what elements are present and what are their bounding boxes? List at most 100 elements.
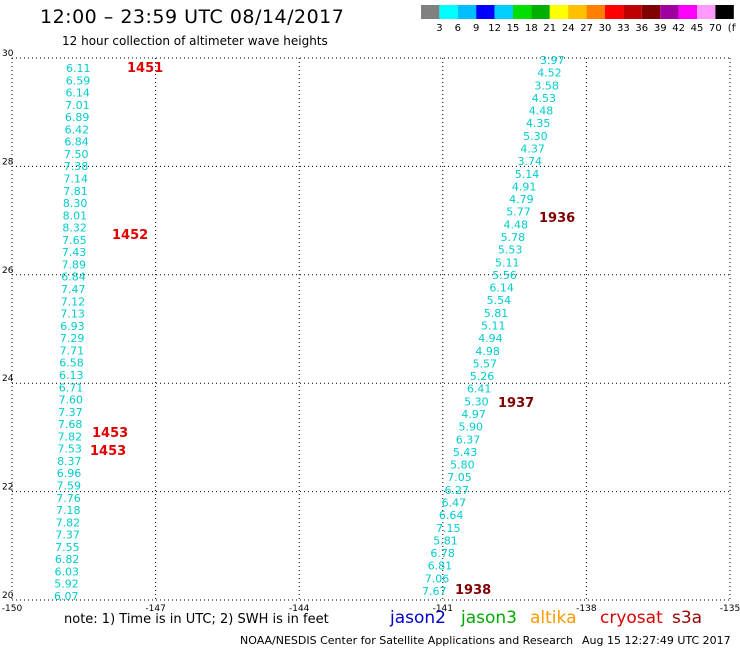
wave-height-value: 5.56 bbox=[492, 269, 517, 282]
wave-height-value: 8.01 bbox=[63, 209, 88, 222]
pass-time-label: 1453 bbox=[92, 426, 128, 441]
wave-height-value: 5.80 bbox=[450, 459, 475, 472]
wave-height-value: 5.11 bbox=[481, 320, 506, 333]
color-scale-label: 6 bbox=[455, 23, 461, 34]
wave-height-value: 6.13 bbox=[59, 369, 84, 382]
satellite-label-altika: altika bbox=[530, 608, 577, 628]
wave-height-value: 3.74 bbox=[518, 155, 543, 168]
wave-height-value: 5.90 bbox=[459, 421, 484, 434]
wave-height-value: 4.48 bbox=[529, 105, 554, 118]
wave-height-value: 6.96 bbox=[57, 467, 81, 480]
wave-height-value: 6.47 bbox=[442, 497, 467, 510]
pass-time-label: 1937 bbox=[498, 396, 534, 411]
color-swatch bbox=[549, 5, 569, 19]
longitude-tick-label: -144 bbox=[289, 604, 310, 614]
wave-height-value: 6.78 bbox=[430, 547, 455, 560]
color-scale-label: 45 bbox=[691, 23, 704, 34]
wave-height-value: 6.84 bbox=[64, 136, 89, 149]
wave-height-value: 4.79 bbox=[509, 193, 533, 206]
color-scale-label: 12 bbox=[488, 23, 501, 34]
wave-height-value: 7.82 bbox=[56, 516, 81, 529]
wave-height-value: 4.98 bbox=[475, 345, 500, 358]
wave-height-value: 5.30 bbox=[464, 395, 489, 408]
wave-height-value: 7.67 bbox=[422, 585, 447, 598]
wave-height-value: 7.50 bbox=[64, 148, 89, 161]
color-swatch bbox=[439, 5, 458, 19]
wave-height-value: 7.53 bbox=[57, 443, 82, 456]
wave-height-value: 6.42 bbox=[65, 123, 90, 136]
wave-height-value: 7.13 bbox=[60, 308, 85, 321]
satellite-label-cryosat: cryosat bbox=[600, 608, 663, 628]
wave-height-value: 4.52 bbox=[537, 67, 562, 80]
pass-time-label: 1451 bbox=[127, 61, 163, 76]
wave-height-value: 6.59 bbox=[66, 74, 91, 87]
wave-height-value: 5.92 bbox=[54, 578, 79, 591]
wave-height-value: 6.14 bbox=[489, 282, 514, 295]
color-scale-label: 3 bbox=[436, 23, 442, 34]
wave-height-value: 7.06 bbox=[425, 572, 450, 585]
color-scale-label: 15 bbox=[507, 23, 520, 34]
wave-height-value: 6.11 bbox=[66, 62, 91, 75]
wave-height-value: 7.29 bbox=[60, 332, 85, 345]
latitude-tick-label: 22 bbox=[2, 483, 13, 493]
wave-height-value: 7.89 bbox=[62, 258, 86, 271]
color-swatch bbox=[457, 5, 477, 19]
page-subtitle: 12 hour collection of altimeter wave hei… bbox=[62, 34, 328, 48]
satellite-label-s3a: s3a bbox=[672, 608, 703, 628]
wave-height-value: 7.60 bbox=[58, 394, 83, 407]
wave-height-value: 7.82 bbox=[58, 430, 83, 443]
wave-height-value: 6.37 bbox=[456, 433, 481, 446]
wave-height-value: 7.76 bbox=[56, 492, 81, 505]
wave-height-value: 5.53 bbox=[498, 244, 523, 257]
wave-height-value: 4.48 bbox=[503, 218, 528, 231]
wave-height-value: 7.47 bbox=[61, 283, 86, 296]
footer-note: note: 1) Time is in UTC; 2) SWH is in fe… bbox=[64, 612, 329, 627]
color-scale-label: 24 bbox=[562, 23, 575, 34]
color-swatch bbox=[568, 5, 587, 19]
wave-height-value: 4.37 bbox=[520, 143, 545, 156]
wave-height-value: 3.58 bbox=[534, 79, 559, 92]
color-swatch bbox=[623, 5, 642, 19]
latitude-tick-label: 24 bbox=[2, 374, 14, 384]
color-swatch bbox=[715, 5, 734, 19]
latitude-tick-label: 26 bbox=[2, 266, 14, 276]
wave-height-value: 7.59 bbox=[57, 479, 82, 492]
generated-timestamp: Aug 15 12:27:49 UTC 2017 bbox=[582, 634, 731, 647]
pass-time-label: 1452 bbox=[112, 228, 148, 243]
color-scale-label: 42 bbox=[672, 23, 685, 34]
wave-height-value: 5.81 bbox=[433, 534, 458, 547]
color-swatch bbox=[494, 5, 513, 19]
color-scale-unit: (ft) bbox=[728, 23, 736, 34]
wave-height-value: 7.37 bbox=[58, 406, 83, 419]
wave-height-value: 7.55 bbox=[55, 541, 80, 554]
longitude-tick-label: -147 bbox=[145, 604, 165, 614]
wave-height-value: 6.93 bbox=[60, 320, 85, 333]
pass-time-label: 1936 bbox=[539, 211, 575, 226]
color-scale-label: 30 bbox=[599, 23, 612, 34]
wave-height-value: 7.81 bbox=[63, 185, 88, 198]
pass-time-label: 1453 bbox=[90, 444, 126, 459]
wave-height-value: 6.84 bbox=[61, 271, 86, 284]
color-scale-label: 21 bbox=[543, 23, 556, 34]
wave-height-value: 6.27 bbox=[444, 484, 469, 497]
color-scale-label: 9 bbox=[473, 23, 479, 34]
wave-height-value: 7.12 bbox=[61, 295, 86, 308]
wave-height-value: 6.41 bbox=[467, 383, 492, 396]
color-scale-label: 18 bbox=[525, 23, 538, 34]
longitude-tick-label: -135 bbox=[720, 604, 740, 614]
color-swatch bbox=[531, 5, 550, 19]
wave-height-value: 6.14 bbox=[65, 87, 90, 100]
wave-height-value: 5.57 bbox=[473, 357, 498, 370]
wave-height-value: 8.30 bbox=[63, 197, 88, 210]
color-swatch bbox=[476, 5, 495, 19]
wave-height-value: 5.26 bbox=[470, 370, 495, 383]
wave-height-value: 5.43 bbox=[453, 446, 478, 459]
color-swatch bbox=[421, 5, 440, 19]
wave-height-value: 5.81 bbox=[484, 307, 509, 320]
wave-height-value: 7.01 bbox=[65, 99, 90, 112]
wave-height-value: 7.18 bbox=[56, 504, 81, 517]
wave-height-value: 6.82 bbox=[55, 553, 79, 566]
wave-height-value: 7.05 bbox=[447, 471, 472, 484]
